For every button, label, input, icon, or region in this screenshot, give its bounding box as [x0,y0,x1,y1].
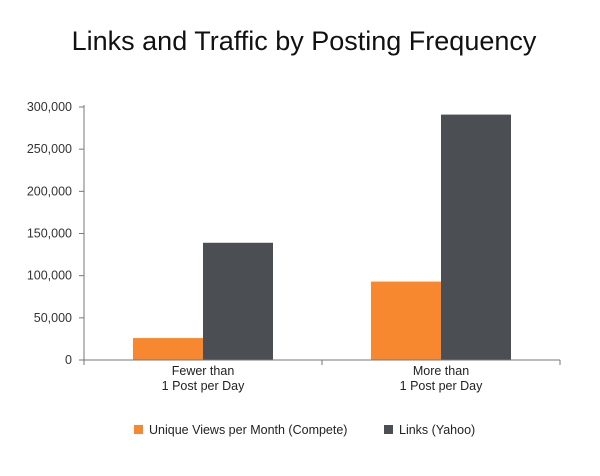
y-tick-label: 100,000 [27,269,72,283]
x-category-label: 1 Post per Day [162,379,245,393]
x-category-label: 1 Post per Day [400,379,483,393]
legend-swatch [384,425,393,434]
bar-unique-views-2 [371,281,441,360]
y-tick-label: 300,000 [27,100,72,114]
y-tick-label: 200,000 [27,184,72,198]
x-category-label: Fewer than [172,364,235,378]
y-tick-label: 50,000 [34,311,72,325]
y-tick-label: 0 [65,353,72,367]
x-category-label: More than [413,364,469,378]
legend-label: Links (Yahoo) [399,423,475,437]
chart-title: Links and Traffic by Posting Frequency [72,26,537,56]
bar-links-1 [203,242,273,360]
bar-links-2 [441,114,511,360]
bars [133,114,511,360]
y-tick-label: 250,000 [27,142,72,156]
legend: Unique Views per Month (Compete) Links (Y… [134,423,475,437]
bar-unique-views-1 [133,338,203,360]
y-axis: 0 50,000 100,000 150,000 200,000 250,000 300,0… [27,100,85,367]
y-tick-label: 150,000 [27,227,72,241]
legend-label: Unique Views per Month (Compete) [149,423,347,437]
legend-swatch [134,425,143,434]
